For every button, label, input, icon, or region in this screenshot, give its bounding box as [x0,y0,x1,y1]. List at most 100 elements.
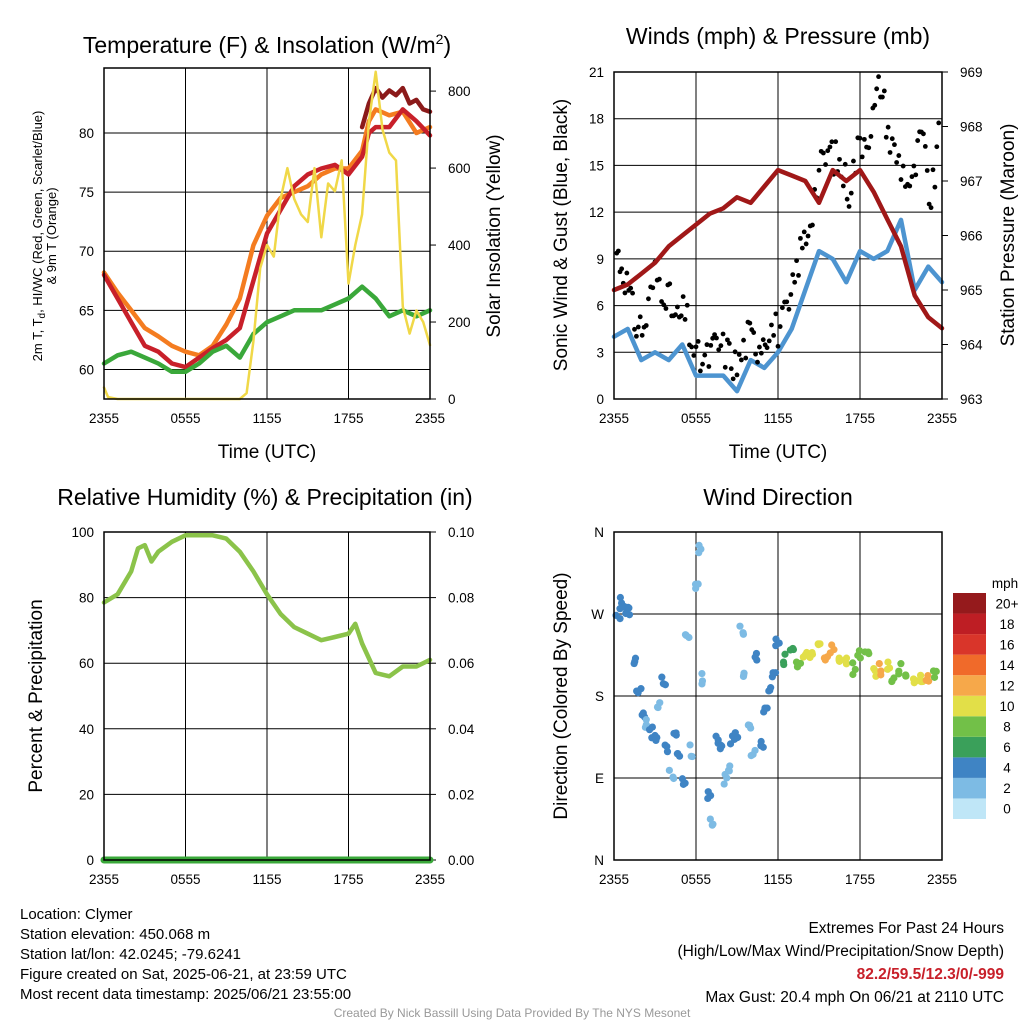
gust-point [915,138,921,143]
gust-point [775,343,781,349]
gust-point [747,320,753,326]
plot-frame [613,71,943,400]
y-tick-label: 80 [79,591,94,606]
plot-frame [613,531,943,861]
gust-point [769,322,774,328]
direction-point [731,729,739,737]
gust-point [801,229,807,235]
direction-point [670,774,678,783]
gust-point [718,343,724,349]
gust-point [622,290,628,296]
gust-point [661,302,667,308]
gust-point [816,167,822,173]
direction-point [678,775,687,783]
direction-point [781,650,789,658]
gust-point [708,342,714,348]
colorbar-swatch [953,675,986,696]
y-tick-label: 75 [79,185,94,200]
y2-tick-label: 963 [960,392,983,407]
y-tick-label: S [595,689,604,704]
gust-point [866,145,872,151]
gust-point [678,313,684,319]
direction-point [751,653,759,661]
colorbar-swatch [953,593,986,614]
y-tick-label: 9 [596,252,604,267]
gust-point [892,142,897,148]
gust-point [758,350,764,356]
direction-point [922,676,930,684]
colorbar-swatch [953,654,986,676]
gust-point [857,135,863,141]
colorbar-swatch [953,716,986,737]
gust-point [682,317,688,322]
y-tick-label: 15 [589,158,604,173]
direction-point [716,741,725,749]
direction-point [616,593,624,602]
plot-frame [103,531,431,861]
series-line [611,217,945,394]
y2-tick-label: 967 [960,174,983,189]
gust-point [624,270,630,276]
direction-point [793,663,802,671]
gust-point [928,205,934,211]
x-tick-label: 2355 [415,872,445,887]
gust-point [796,273,801,278]
x-tick-label: 1755 [845,872,875,887]
gust-point [755,359,760,365]
temperature-xlabel: Time (UTC) [218,442,317,463]
direction-point [658,673,666,681]
direction-point [769,669,777,677]
temperature-ylabel-left: 2m T, Td, HI/WC (Red, Green, Scarlet/Blu… [30,111,48,362]
y-tick-label: 21 [589,65,604,80]
direction-point [757,742,765,750]
series-line [101,107,433,358]
direction-point [855,647,864,655]
gust-point [883,134,889,140]
y-tick-label: N [594,525,604,540]
gust-point [842,161,848,167]
y2-tick-label: 965 [960,283,983,298]
gust-point [632,326,637,332]
gust-point [738,357,744,363]
colorbar-label: 18 [999,617,1014,632]
direction-point [772,635,780,643]
temperature-title: Temperature (F) & Insolation (W/m2) [83,31,451,58]
direction-point [864,648,872,656]
gust-point [900,163,906,169]
direction-ylabel-left: Direction (Colored By Speed) [551,572,572,819]
gust-point [861,136,867,142]
y-tick-label: 3 [596,345,604,360]
direction-point [704,794,712,803]
humidity-title: Relative Humidity (%) & Precipitation (i… [57,484,472,510]
colorbar-label: 2 [1003,781,1011,796]
direction-point [648,723,656,731]
temperature-ylabel-right: Solar Insolation (Yellow) [484,134,505,337]
gust-point [779,305,785,311]
speed-colorbar: 0 2 4 6 8 10 12 14 16 18 20+ [953,593,1019,819]
direction-point [749,750,757,759]
gust-point [753,351,758,357]
y2-tick-label: 0.08 [448,591,474,606]
gust-point [844,196,850,202]
y2-tick-label: 400 [448,238,471,253]
gust-point [710,335,716,341]
gust-point [898,177,904,182]
direction-point [723,774,731,782]
y-tick-label: 40 [79,722,94,737]
figure-created: Figure created on Sat, 2025-06-21, at 23… [20,966,347,983]
temperature-plot-area: 2355 0555 1155 1755 235560657075800200400600… [79,67,471,426]
colorbar-swatch [953,736,986,758]
x-tick-label: 2355 [415,411,445,426]
direction-point [870,664,878,673]
gust-point [734,372,740,378]
gust-point [874,86,880,92]
gust-point [643,323,649,328]
humidity-panel: Relative Humidity (%) & Precipitation (i… [26,484,475,887]
direction-point [780,660,788,669]
gust-point [741,337,746,343]
y-tick-label: N [594,853,604,868]
gust-point [693,344,699,350]
gust-point [680,294,686,300]
x-tick-label: 1155 [252,411,281,426]
y2-tick-label: 0.10 [448,525,474,540]
